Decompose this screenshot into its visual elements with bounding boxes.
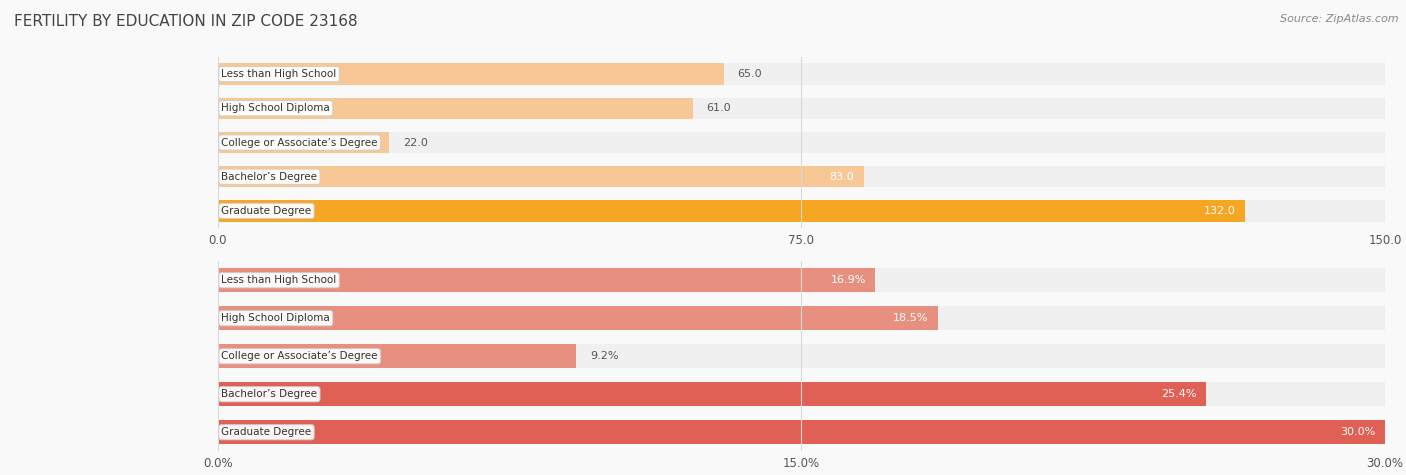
- Bar: [218, 166, 1385, 187]
- Bar: [218, 344, 1385, 368]
- Text: Less than High School: Less than High School: [221, 275, 336, 285]
- Text: High School Diploma: High School Diploma: [221, 313, 330, 323]
- Bar: [218, 200, 1385, 221]
- Text: 16.9%: 16.9%: [831, 275, 866, 285]
- Text: 65.0: 65.0: [738, 69, 762, 79]
- Text: Bachelor’s Degree: Bachelor’s Degree: [221, 389, 318, 399]
- Text: 9.2%: 9.2%: [589, 351, 619, 361]
- Bar: [218, 268, 876, 292]
- Text: Graduate Degree: Graduate Degree: [221, 206, 312, 216]
- Bar: [218, 306, 938, 330]
- Text: Less than High School: Less than High School: [221, 69, 336, 79]
- Bar: [218, 420, 1385, 444]
- Text: 61.0: 61.0: [706, 103, 731, 114]
- Bar: [218, 268, 1385, 292]
- Text: Source: ZipAtlas.com: Source: ZipAtlas.com: [1281, 14, 1399, 24]
- Text: FERTILITY BY EDUCATION IN ZIP CODE 23168: FERTILITY BY EDUCATION IN ZIP CODE 23168: [14, 14, 357, 29]
- Text: 22.0: 22.0: [404, 137, 427, 148]
- Text: 30.0%: 30.0%: [1340, 427, 1375, 437]
- Bar: [218, 200, 1244, 221]
- Text: College or Associate’s Degree: College or Associate’s Degree: [221, 351, 378, 361]
- Text: 18.5%: 18.5%: [893, 313, 928, 323]
- Text: College or Associate’s Degree: College or Associate’s Degree: [221, 137, 378, 148]
- Bar: [218, 306, 1385, 330]
- Text: 25.4%: 25.4%: [1161, 389, 1197, 399]
- Bar: [218, 382, 1206, 406]
- Bar: [218, 132, 389, 153]
- Text: High School Diploma: High School Diploma: [221, 103, 330, 114]
- Text: Bachelor’s Degree: Bachelor’s Degree: [221, 171, 318, 182]
- Bar: [218, 64, 724, 85]
- Bar: [218, 98, 693, 119]
- Text: 132.0: 132.0: [1204, 206, 1236, 216]
- Bar: [218, 64, 1385, 85]
- Bar: [218, 344, 576, 368]
- Bar: [218, 166, 863, 187]
- Text: 83.0: 83.0: [830, 171, 855, 182]
- Bar: [218, 98, 1385, 119]
- Bar: [218, 382, 1385, 406]
- Text: Graduate Degree: Graduate Degree: [221, 427, 312, 437]
- Bar: [218, 132, 1385, 153]
- Bar: [218, 420, 1385, 444]
